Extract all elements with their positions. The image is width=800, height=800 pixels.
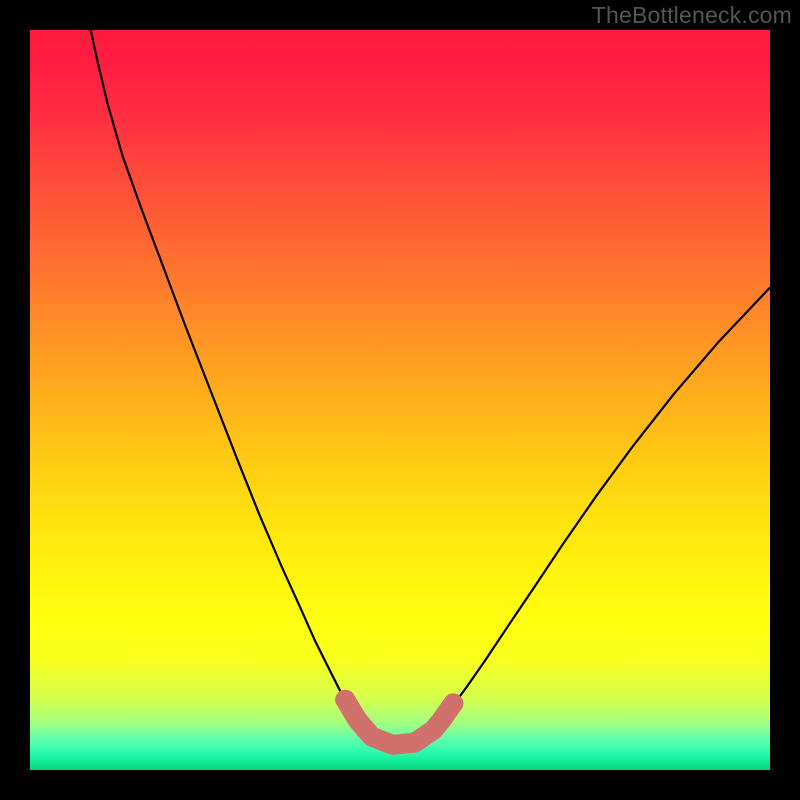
curve-overlay [0, 0, 800, 800]
trough-end-dot [443, 693, 463, 713]
trough-end-dot [335, 690, 355, 710]
trough-gap-dot [355, 721, 373, 739]
watermark-label: TheBottleneck.com [592, 2, 792, 29]
chart-frame: TheBottleneck.com [0, 0, 800, 800]
bottleneck-curve [91, 30, 770, 745]
